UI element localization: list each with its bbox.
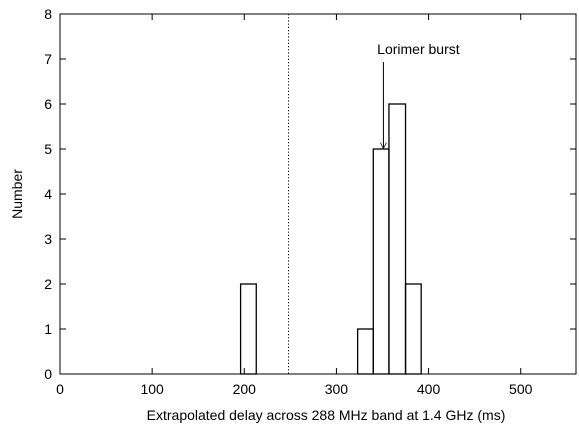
x-tick-label: 500: [509, 381, 533, 397]
annotation-label: Lorimer burst: [377, 41, 460, 57]
annotations: Lorimer burst: [377, 41, 460, 148]
x-tick-label: 200: [233, 381, 257, 397]
histogram-bars: [239, 103, 422, 375]
histogram-bar: [372, 148, 390, 375]
x-axis-label: Extrapolated delay across 288 MHz band a…: [147, 407, 506, 423]
y-tick-label: 1: [44, 321, 52, 337]
histogram-bar: [356, 328, 374, 375]
x-tick-label: 100: [140, 381, 164, 397]
y-tick-label: 5: [44, 141, 52, 157]
x-axis-ticks: 0 100 200 300 400 500: [56, 14, 533, 397]
y-axis-ticks: 0 1 2 3 4 5 6 7 8: [44, 6, 576, 382]
y-tick-label: 7: [44, 51, 52, 67]
plot-frame: [59, 13, 577, 375]
y-tick-label: 4: [44, 186, 52, 202]
y-tick-label: 2: [44, 276, 52, 292]
y-tick-label: 0: [44, 366, 52, 382]
x-tick-label: 300: [325, 381, 349, 397]
histogram-bar: [239, 283, 257, 375]
y-axis-label: Number: [9, 169, 25, 219]
y-tick-label: 6: [44, 96, 52, 112]
histogram-bar: [388, 103, 407, 375]
histogram-bar: [404, 283, 422, 375]
x-tick-label: 0: [56, 381, 64, 397]
plot-border: [59, 13, 577, 375]
x-tick-label: 400: [417, 381, 441, 397]
y-tick-label: 3: [44, 231, 52, 247]
y-tick-label: 8: [44, 6, 52, 22]
